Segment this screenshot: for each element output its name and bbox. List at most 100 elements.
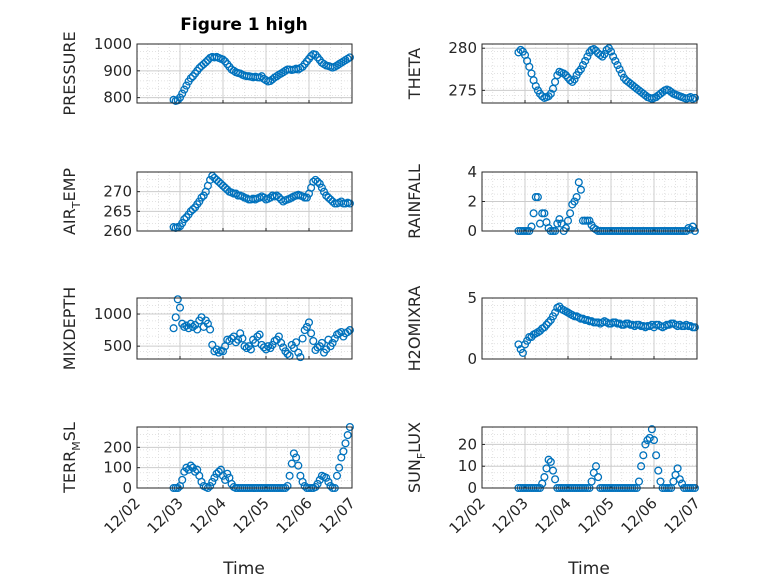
data-point: [566, 209, 575, 218]
data-point: [255, 330, 264, 339]
data-point: [598, 52, 607, 61]
axes-box: [481, 43, 698, 104]
data-point: [182, 81, 191, 90]
data-point: [546, 457, 555, 466]
data-point: [294, 461, 303, 470]
data-point: [171, 313, 180, 322]
data-point: [557, 219, 566, 228]
data-point: [317, 183, 326, 192]
data-point: [253, 332, 262, 341]
data-point: [578, 61, 588, 70]
data-point: [675, 475, 684, 484]
data-point: [294, 348, 303, 357]
data-point: [274, 193, 283, 202]
data-point: [208, 477, 217, 486]
data-point: [609, 52, 618, 61]
data-point: [531, 82, 540, 91]
data-point: [188, 205, 197, 214]
data-point: [199, 60, 208, 69]
data-point: [242, 344, 251, 353]
data-point: [223, 469, 232, 478]
y-axis-label: AIRTEMP: [60, 168, 83, 235]
data-point: [690, 93, 699, 102]
data-point: [324, 477, 333, 486]
data-point: [540, 323, 549, 332]
data-point: [214, 467, 223, 476]
data-point: [647, 425, 656, 434]
data-point: [641, 440, 650, 449]
data-point: [611, 56, 620, 65]
data-point: [576, 65, 585, 74]
data-point: [283, 349, 292, 358]
data-point: [544, 455, 553, 464]
y-tick-label: 10: [458, 457, 477, 475]
data-point: [240, 342, 249, 351]
data-point: [186, 74, 195, 83]
data-point: [544, 318, 553, 327]
data-point: [594, 473, 603, 482]
data-point: [551, 308, 560, 317]
data-point: [343, 327, 352, 337]
data-point: [574, 67, 583, 76]
data-point: [649, 436, 659, 445]
data-point: [214, 348, 223, 357]
data-point: [529, 209, 538, 218]
data-point: [561, 224, 570, 233]
data-point: [634, 477, 644, 486]
data-point: [283, 481, 292, 491]
data-point: [587, 477, 596, 486]
axes-box: [481, 426, 698, 489]
data-point: [322, 473, 331, 482]
data-point: [690, 323, 699, 332]
data-point: [637, 462, 646, 471]
data-point: [328, 338, 337, 347]
y-tick-label: 800: [103, 89, 132, 107]
axes-box: [136, 297, 353, 360]
data-point: [180, 85, 189, 94]
data-point: [175, 93, 185, 102]
data-point: [206, 481, 215, 491]
data-point: [551, 475, 560, 484]
data-point: [197, 193, 206, 202]
data-point: [332, 471, 342, 480]
data-point: [277, 338, 286, 347]
y-axis-label: TERRMSL: [60, 422, 83, 494]
y-tick-label: 500: [103, 337, 132, 355]
data-point: [289, 449, 298, 458]
data-point: [602, 45, 611, 54]
y-tick-label: 0: [467, 350, 477, 368]
data-point: [516, 45, 525, 54]
data-point: [343, 431, 352, 440]
data-point: [617, 69, 626, 78]
data-point: [309, 336, 318, 346]
x-axis-label-left: Time: [222, 559, 265, 579]
data-point: [186, 461, 195, 470]
data-point: [576, 185, 585, 194]
data-point: [214, 177, 223, 186]
data-point: [178, 89, 187, 98]
data-point: [563, 216, 573, 225]
y-tick-label: 200: [103, 438, 132, 456]
axes-box: [136, 171, 353, 232]
y-tick-label: 275: [448, 81, 477, 99]
data-point: [180, 467, 189, 476]
data-point: [585, 216, 594, 225]
data-point: [619, 73, 628, 82]
data-point: [313, 177, 322, 186]
data-point: [667, 87, 676, 97]
data-point: [341, 439, 350, 448]
data-point: [268, 340, 277, 349]
data-point: [527, 222, 536, 231]
data-point: [180, 215, 189, 224]
data-point: [292, 338, 301, 347]
data-point: [197, 477, 206, 486]
data-point: [175, 303, 185, 312]
y-tick-label: 0: [467, 222, 477, 240]
data-point: [613, 61, 622, 70]
data-point: [218, 55, 228, 64]
y-tick-label: 260: [103, 222, 132, 240]
data-point: [221, 183, 230, 192]
data-point: [188, 322, 197, 331]
data-point: [583, 52, 592, 61]
y-axis-label: H2OMIXRA: [405, 286, 424, 372]
